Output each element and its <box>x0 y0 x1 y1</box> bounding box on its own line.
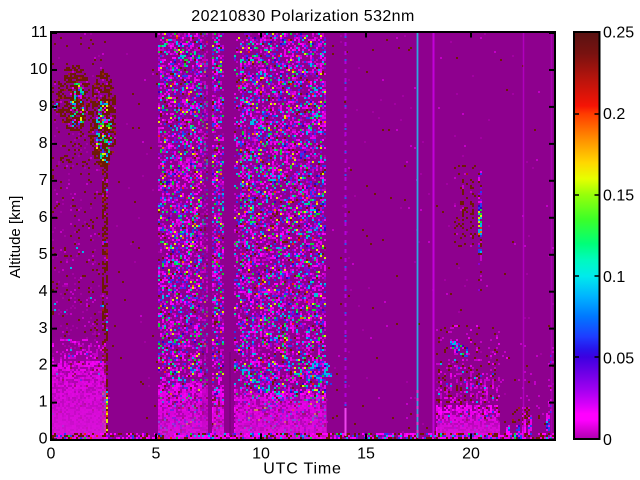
svg-text:2: 2 <box>39 357 48 374</box>
svg-text:0: 0 <box>47 445 56 462</box>
svg-text:5: 5 <box>152 445 161 462</box>
svg-text:11: 11 <box>31 24 48 41</box>
svg-text:20: 20 <box>462 445 480 462</box>
svg-text:Altitude [km]: Altitude [km] <box>7 196 24 279</box>
svg-text:5: 5 <box>39 246 48 263</box>
svg-text:0.25: 0.25 <box>603 25 634 42</box>
svg-text:UTC Time: UTC Time <box>263 461 341 478</box>
svg-text:10: 10 <box>252 445 270 462</box>
svg-text:20210830 Polarization 532nm: 20210830 Polarization 532nm <box>191 8 414 25</box>
svg-text:10: 10 <box>30 61 48 78</box>
svg-text:1: 1 <box>39 394 48 411</box>
svg-text:0.2: 0.2 <box>603 106 625 123</box>
svg-text:0.15: 0.15 <box>603 188 634 205</box>
svg-text:8: 8 <box>39 135 48 152</box>
svg-text:4: 4 <box>39 283 48 300</box>
svg-text:15: 15 <box>357 445 375 462</box>
svg-text:0: 0 <box>39 431 48 448</box>
svg-text:9: 9 <box>39 98 48 115</box>
svg-text:6: 6 <box>39 209 48 226</box>
svg-text:0: 0 <box>603 432 612 449</box>
svg-text:7: 7 <box>39 172 48 189</box>
svg-text:0.05: 0.05 <box>603 351 634 368</box>
svg-text:0.1: 0.1 <box>603 269 625 286</box>
svg-text:3: 3 <box>39 320 48 337</box>
